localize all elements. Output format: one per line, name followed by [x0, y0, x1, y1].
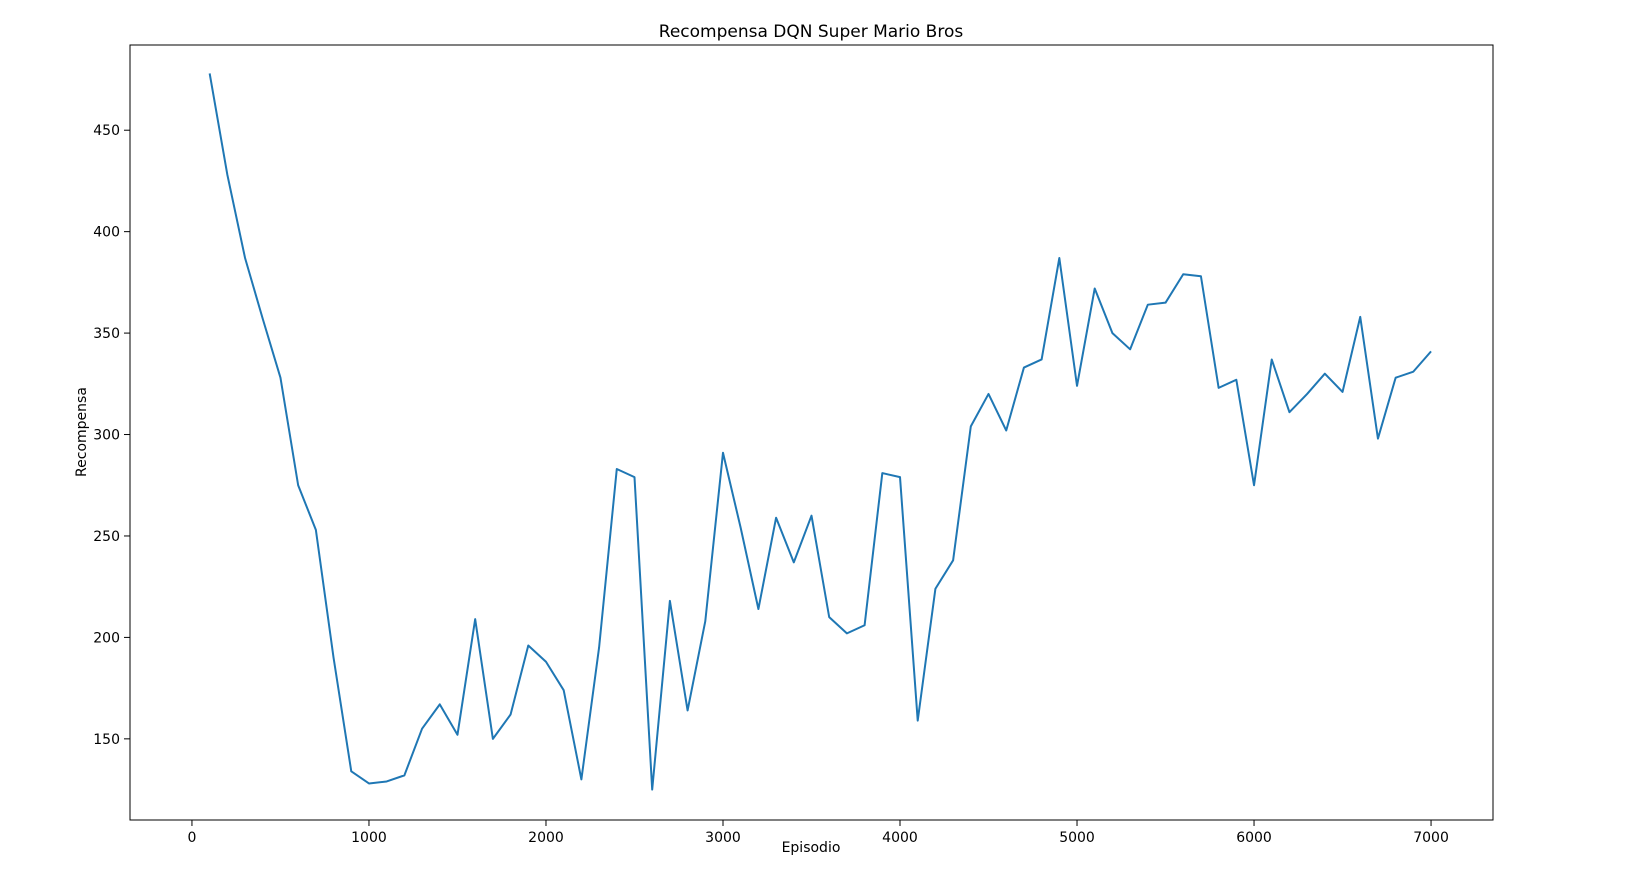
- chart-title: Recompensa DQN Super Mario Bros: [659, 22, 964, 42]
- x-tick-label: 4000: [882, 830, 918, 846]
- y-tick-label: 250: [93, 529, 120, 545]
- plot-frame: [129, 44, 1494, 821]
- x-axis-ticks: 0 1000 2000 3000 4000 5000 6000 7000: [187, 820, 1449, 846]
- y-axis-ticks: 150 200 250 300 350 400 450: [93, 123, 130, 748]
- x-tick-label: 2000: [528, 830, 564, 846]
- reward-series-line: [208, 73, 1432, 791]
- x-tick-label: 6000: [1236, 830, 1272, 846]
- series-layer: [208, 73, 1432, 791]
- y-tick-label: 400: [93, 225, 120, 241]
- x-tick-label: 3000: [705, 830, 741, 846]
- x-axis-label: Episodio: [782, 840, 841, 856]
- x-tick-label: 1000: [351, 830, 387, 846]
- x-tick-label: 7000: [1413, 830, 1449, 846]
- y-tick-label: 200: [93, 630, 120, 646]
- y-tick-label: 450: [93, 123, 120, 139]
- y-axis-label: Recompensa: [74, 387, 90, 477]
- y-tick-label: 350: [93, 326, 120, 342]
- x-tick-label: 0: [187, 830, 196, 846]
- x-tick-label: 5000: [1059, 830, 1095, 846]
- y-tick-label: 300: [93, 428, 120, 444]
- y-tick-label: 150: [93, 732, 120, 748]
